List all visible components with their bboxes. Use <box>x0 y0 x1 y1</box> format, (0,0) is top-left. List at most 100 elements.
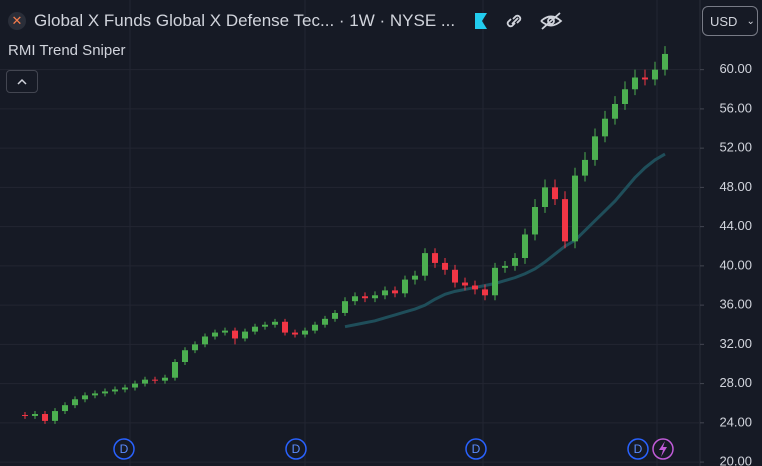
candle-body <box>92 393 98 396</box>
candle-body <box>172 362 178 378</box>
dropdown-caret: ⌄ <box>746 15 755 27</box>
candle-body <box>42 414 48 421</box>
candle-body <box>342 301 348 313</box>
y-tick-label: 24.00 <box>719 414 752 429</box>
candle-body <box>452 269 458 283</box>
y-tick-label: 56.00 <box>719 100 752 115</box>
candle-body <box>602 118 608 137</box>
candle-body <box>402 279 408 294</box>
header-icons <box>475 12 563 30</box>
dividend-marker <box>285 438 307 460</box>
dividend-marker <box>113 438 135 460</box>
candle-body <box>132 383 138 388</box>
candle-body <box>532 207 538 235</box>
candle-body <box>592 136 598 160</box>
trend-line <box>344 152 666 329</box>
candle-body <box>542 187 548 208</box>
candle-body <box>642 77 648 80</box>
candle-body <box>262 324 268 327</box>
candle-body <box>492 267 498 296</box>
dividend-marker <box>465 438 487 460</box>
candle-body <box>412 275 418 280</box>
candle-body <box>662 53 668 70</box>
indicator-label[interactable]: RMI Trend Sniper <box>8 42 126 59</box>
y-tick-label: 36.00 <box>719 297 752 312</box>
candle-body <box>62 405 68 412</box>
candle-body <box>372 295 378 299</box>
candle-body <box>252 326 258 332</box>
currency: USD <box>710 13 738 29</box>
candle-body <box>312 324 318 331</box>
candle-body <box>512 258 518 266</box>
collapse-icon <box>17 78 27 85</box>
candle-body <box>472 285 478 290</box>
candle-body <box>652 69 658 80</box>
candle-body <box>352 296 358 302</box>
link-icon[interactable] <box>506 14 522 28</box>
candle-body <box>392 290 398 294</box>
collapse-button[interactable] <box>6 70 38 93</box>
candle-body <box>562 199 568 242</box>
candle-body <box>142 379 148 384</box>
y-tick-label: 32.00 <box>719 336 752 351</box>
candle-body <box>332 312 338 319</box>
symbol-title[interactable]: Global X Funds Global X Defense Tec... ·… <box>34 11 456 30</box>
candle-body <box>632 77 638 90</box>
candle-body <box>612 103 618 119</box>
dividend-marker <box>627 438 649 460</box>
candle-body <box>482 289 488 296</box>
dividend-label: D <box>634 442 643 456</box>
candle-body <box>302 330 308 335</box>
candle-body <box>182 350 188 363</box>
y-tick-label: 40.00 <box>719 257 752 272</box>
candle-body <box>162 377 168 381</box>
candle-body <box>462 282 468 286</box>
symbol-header[interactable]: ✕ Global X Funds Global X Defense Tec...… <box>8 8 579 34</box>
candle-body <box>282 321 288 333</box>
candle-body <box>232 330 238 339</box>
candle-body <box>202 336 208 345</box>
candle-body <box>222 330 228 333</box>
candle-body <box>212 332 218 337</box>
candle-body <box>622 89 628 104</box>
candle-body <box>82 395 88 400</box>
currency-dropdown[interactable]: USD ⌄ <box>702 6 758 36</box>
lightning-marker[interactable] <box>652 438 674 460</box>
candle-body <box>112 389 118 392</box>
y-tick-label: 52.00 <box>719 140 752 155</box>
candle-body <box>32 414 38 416</box>
candle-body <box>192 344 198 351</box>
dividend-label: D <box>120 442 129 456</box>
dividend-label: D <box>472 442 481 456</box>
y-tick-label: 28.00 <box>719 375 752 390</box>
candle-body <box>422 253 428 276</box>
candle-body <box>442 262 448 270</box>
candle-body <box>242 331 248 339</box>
flag-icon[interactable] <box>475 13 488 29</box>
candle-body <box>552 187 558 200</box>
symbol-logo: ✕ <box>8 12 26 30</box>
candle-body <box>72 399 78 406</box>
y-tick-label: 44.00 <box>719 218 752 233</box>
candle-body <box>22 414 28 416</box>
candle-body <box>292 332 298 335</box>
candle-body <box>572 175 578 242</box>
y-tick-label: 20.00 <box>719 454 752 466</box>
candle-body <box>582 159 588 176</box>
candle-body <box>52 411 58 421</box>
y-tick-label: 48.00 <box>719 179 752 194</box>
candle-body <box>152 379 158 381</box>
hide-icon[interactable] <box>540 12 563 30</box>
candle-body <box>272 321 278 325</box>
dividend-label: D <box>292 442 301 456</box>
candle-body <box>502 265 508 268</box>
candle-body <box>122 387 128 390</box>
y-tick-label: 60.00 <box>719 61 752 76</box>
candle-body <box>522 234 528 259</box>
candle-body <box>362 296 368 299</box>
candle-body <box>432 253 438 263</box>
candle-body <box>382 290 388 296</box>
candle-body <box>322 318 328 325</box>
candle-body <box>102 391 108 394</box>
